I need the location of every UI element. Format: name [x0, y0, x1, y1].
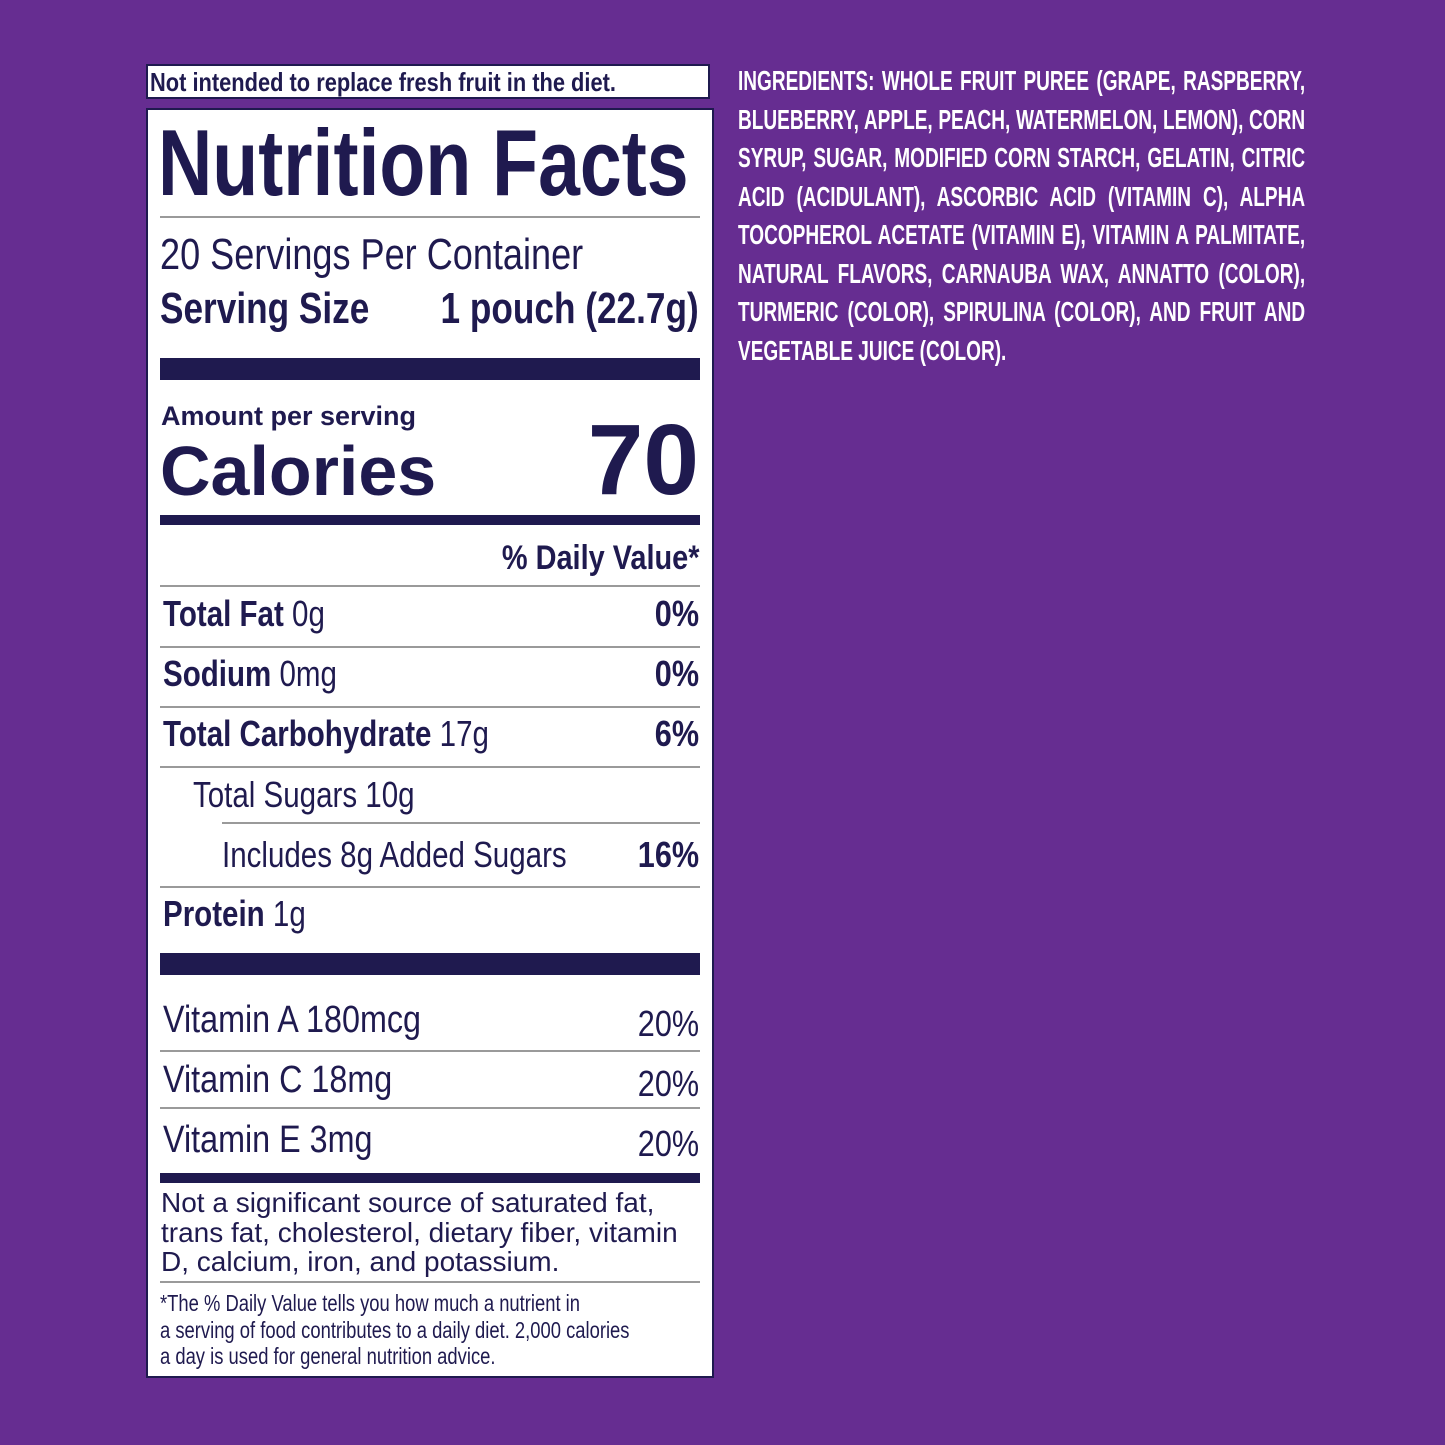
medium-divider: [160, 1173, 700, 1183]
vitamin-row-e: Vitamin E 3mg 20%: [163, 1120, 699, 1164]
amount-per-serving: Amount per serving: [161, 401, 417, 431]
daily-value-header: % Daily Value*: [501, 539, 699, 577]
nutrient-name: Total Carbohydrate: [163, 713, 432, 754]
vitamin-row-c: Vitamin C 18mg 20%: [163, 1060, 699, 1104]
vitamin-dv: 20%: [637, 1123, 699, 1164]
serving-size-value: 1 pouch (22.7g): [440, 284, 699, 333]
nutrient-name: Total Sugars 10g: [193, 774, 415, 815]
nutrient-amount: 0g: [292, 593, 325, 634]
nutrition-facts-title: Nutrition Facts: [158, 110, 689, 215]
nutrient-dv: 6%: [654, 713, 699, 754]
nutrient-dv: 16%: [637, 834, 699, 875]
thick-divider: [160, 358, 700, 380]
vitamin-name: Vitamin E 3mg: [163, 1119, 373, 1161]
nutrient-amount: 1g: [272, 893, 306, 934]
nutrient-dv: 0%: [654, 593, 699, 634]
nutrient-dv: 0%: [654, 653, 699, 694]
not-significant-note: Not a significant source of saturated fa…: [161, 1187, 678, 1277]
serving-size-label: Serving Size: [160, 284, 370, 333]
notice-text: Not intended to replace fresh fruit in t…: [150, 67, 616, 97]
nutrient-row-protein: Protein 1g: [163, 894, 699, 934]
nutrient-row-added-sugars: Includes 8g Added Sugars 16%: [222, 835, 699, 875]
footnote-line: *The % Daily Value tells you how much a …: [160, 1290, 581, 1316]
calories-label: Calories: [160, 432, 437, 510]
vitamin-row-a: Vitamin A 180mcg 20%: [163, 1000, 699, 1044]
vitamin-name: Vitamin C 18mg: [163, 1059, 393, 1101]
nutrient-row-total-sugars: Total Sugars 10g: [193, 775, 699, 815]
nutrient-name: Protein: [163, 893, 265, 934]
nutrient-name: Sodium: [163, 653, 272, 694]
nutrient-amount: 0mg: [279, 653, 337, 694]
vitamin-name: Vitamin A 180mcg: [163, 999, 421, 1041]
ingredients-text: INGREDIENTS: WHOLE FRUIT PUREE (GRAPE, R…: [738, 62, 1305, 370]
footnote-line: a day is used for general nutrition advi…: [160, 1343, 496, 1369]
calories-value: 70: [587, 404, 699, 516]
nutrient-name: Total Fat: [163, 593, 284, 634]
footnote-line: a serving of food contributes to a daily…: [160, 1316, 630, 1343]
nutrient-row-total-carbohydrate: Total Carbohydrate 17g 6%: [163, 714, 699, 754]
ingredients-list: WHOLE FRUIT PUREE (GRAPE, RASPBERRY, BLU…: [738, 65, 1306, 366]
servings-per-container: 20 Servings Per Container: [160, 230, 584, 279]
nutrient-amount: 17g: [439, 713, 489, 754]
nutrient-row-sodium: Sodium 0mg 0%: [163, 654, 699, 694]
ingredients-label: INGREDIENTS:: [738, 65, 875, 96]
vitamin-dv: 20%: [637, 1063, 699, 1104]
nutrient-row-total-fat: Total Fat 0g 0%: [163, 594, 699, 634]
nutrient-name: Includes 8g Added Sugars: [222, 834, 567, 875]
medium-divider: [160, 515, 700, 525]
notice-box: [146, 64, 710, 99]
vitamin-dv: 20%: [637, 1003, 699, 1044]
nutrition-facts-panel: [146, 108, 714, 1378]
thick-divider: [160, 953, 700, 975]
